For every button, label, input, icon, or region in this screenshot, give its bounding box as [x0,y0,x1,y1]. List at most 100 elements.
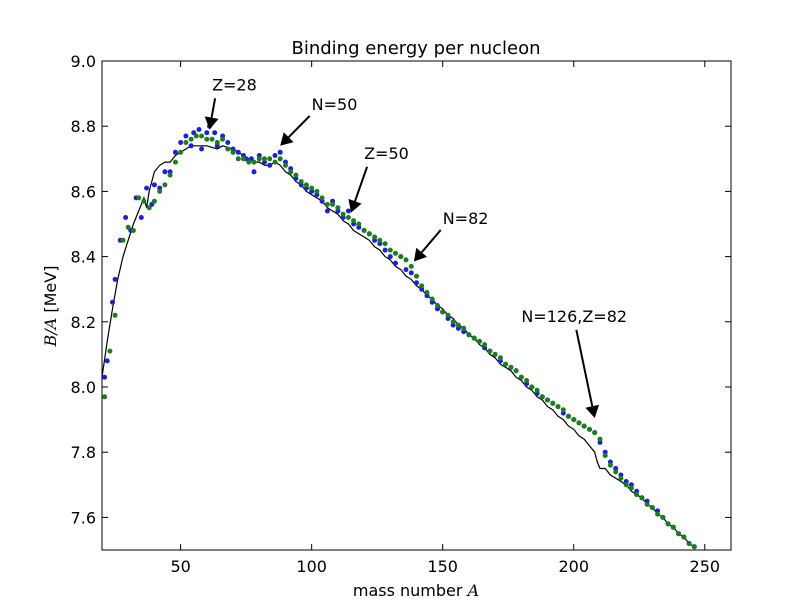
data-point [204,130,210,136]
data-point [508,364,514,370]
chart-title: Binding energy per nucleon [291,38,540,59]
data-point [183,140,189,145]
data-point [136,195,142,201]
data-point [340,211,346,217]
data-point [102,374,108,380]
data-point [513,368,519,374]
data-point [225,146,231,152]
y-tick-label: 8.4 [71,248,96,267]
data-point [366,231,372,237]
data-point [455,322,461,328]
data-point [408,270,414,276]
data-point [314,188,320,194]
data-point [324,201,330,207]
data-point [686,541,692,546]
data-point [107,348,113,354]
data-point [382,247,388,253]
data-point [597,436,603,442]
data-point [524,378,530,383]
annotation-arrow-shaft [575,329,594,407]
annotation-arrow-shaft [354,166,369,202]
data-point [235,156,241,162]
data-point [503,361,509,367]
data-point [157,188,163,194]
data-point [681,534,687,540]
data-point [419,283,425,289]
data-point [628,485,634,491]
data-point [138,215,144,220]
x-axis-label-text: mass number [353,581,463,600]
data-point [560,407,566,413]
data-point [283,162,288,168]
data-point [676,531,682,537]
data-point [272,159,278,165]
data-point [123,215,129,220]
x-tick-label: 200 [558,557,589,576]
data-point [319,195,325,201]
annotation-label: Z=50 [364,144,409,163]
data-point [309,185,315,191]
data-point [303,182,309,188]
x-tick-label: 150 [427,557,458,576]
data-point [112,276,118,282]
data-point [256,156,262,162]
data-point [450,319,456,325]
data-point [130,228,136,233]
data-point [230,149,236,155]
annotation-label: N=82 [443,209,489,228]
data-point [288,169,294,175]
line-series [101,145,695,548]
data-point [445,312,451,318]
annotation-arrow-head [348,198,362,213]
data-point [345,208,351,214]
data-point [262,156,267,162]
data-point [141,198,147,204]
data-point [220,136,226,142]
annotation-arrow-head [204,116,219,130]
data-point [225,140,231,145]
data-point [592,430,598,436]
data-point [618,475,624,481]
data-point [466,332,472,338]
data-point [193,133,199,139]
data-point [660,514,666,520]
data-point [125,224,131,230]
data-point [102,394,108,400]
data-point [372,234,378,240]
data-point [555,404,561,410]
data-point [212,130,218,136]
data-point [112,312,118,318]
y-tick-label: 8.2 [71,313,96,332]
data-point [476,338,482,344]
data-point [172,149,178,155]
data-point [414,273,419,279]
data-point [356,221,362,227]
data-point [393,260,398,266]
data-point [581,423,587,429]
data-point [146,205,152,211]
data-point [602,453,608,458]
y-tick-label: 9.0 [71,52,96,71]
data-point [497,355,503,361]
data-point [691,544,697,550]
data-point [251,169,257,175]
annotation-arrow-head [585,404,600,418]
annotation-arrow-shaft [420,229,442,254]
data-point [188,136,194,142]
data-point [144,185,150,191]
data-point [241,156,246,162]
data-point [162,169,168,175]
y-tick-label: 7.6 [71,508,96,527]
data-point [435,303,440,308]
scatter-series [102,123,697,550]
data-point [529,384,535,390]
data-point [587,426,592,432]
y-tick-label: 7.8 [71,443,96,462]
series-line [101,145,695,548]
data-point [482,342,488,348]
data-point [424,290,430,295]
data-point [204,136,210,142]
data-point [120,237,126,243]
data-point [518,374,524,380]
data-point [414,280,419,286]
